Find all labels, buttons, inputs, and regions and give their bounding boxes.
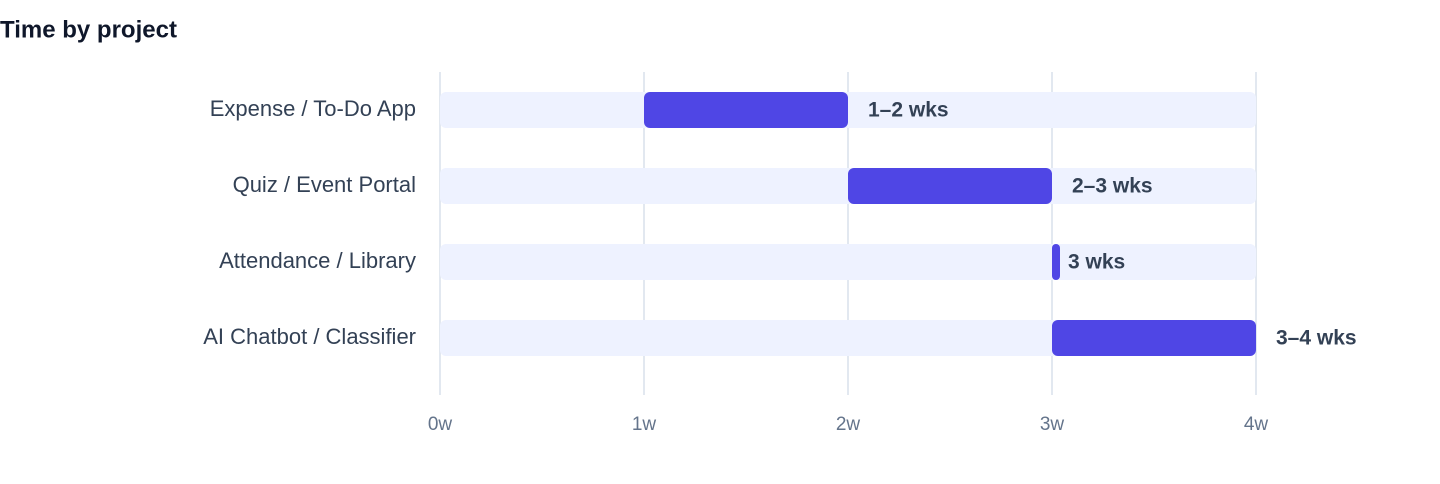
value-label: 3 wks <box>1068 251 1125 274</box>
bar <box>1052 244 1060 280</box>
category-label: Quiz / Event Portal <box>233 172 416 197</box>
x-tick-label: 2w <box>836 414 861 435</box>
category-label: Expense / To-Do App <box>210 96 416 121</box>
category-label: Attendance / Library <box>219 248 416 273</box>
track <box>440 244 1256 280</box>
value-label: 1–2 wks <box>868 99 949 122</box>
x-tick-label: 3w <box>1040 414 1065 435</box>
bar <box>1052 320 1256 356</box>
value-label: 2–3 wks <box>1072 175 1153 198</box>
category-label: AI Chatbot / Classifier <box>203 324 416 349</box>
chart-title: Time by project <box>0 16 177 43</box>
bar <box>644 92 848 128</box>
x-tick-label: 4w <box>1244 414 1269 435</box>
value-label: 3–4 wks <box>1276 327 1357 350</box>
x-tick-label: 0w <box>428 414 453 435</box>
x-tick-label: 1w <box>632 414 657 435</box>
bar <box>848 168 1052 204</box>
